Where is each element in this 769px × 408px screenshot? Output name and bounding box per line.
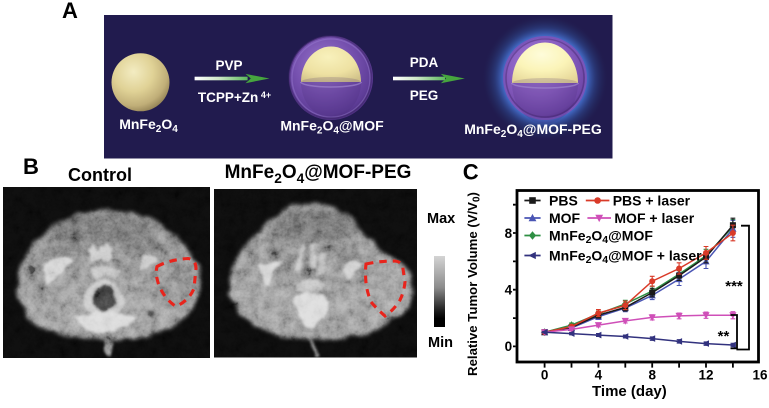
svg-text:MnFe2O4@MOF + laser: MnFe2O4@MOF + laser — [549, 247, 702, 266]
svg-text:PVP: PVP — [215, 58, 242, 73]
svg-text:0: 0 — [541, 368, 549, 383]
svg-text:MOF: MOF — [549, 210, 581, 226]
svg-text:MOF + laser: MOF + laser — [614, 210, 694, 226]
svg-text:MnFe2O4@MOF: MnFe2O4@MOF — [549, 227, 653, 246]
svg-text:4: 4 — [505, 283, 513, 298]
svg-text:12: 12 — [698, 368, 713, 383]
svg-text:PBS + laser: PBS + laser — [613, 192, 691, 208]
svg-text:***: *** — [725, 278, 743, 295]
svg-text:**: ** — [718, 328, 730, 345]
svg-text:8: 8 — [505, 226, 513, 241]
svg-text:PEG: PEG — [410, 88, 439, 103]
svg-text:Relative Tumor Volume (V/V0): Relative Tumor Volume (V/V0) — [465, 192, 483, 376]
svg-text:MnFe2O4: MnFe2O4 — [119, 116, 178, 135]
svg-text:MnFe2O4@MOF-PEG: MnFe2O4@MOF-PEG — [464, 121, 602, 140]
svg-text:C: C — [463, 160, 479, 184]
svg-text:PBS: PBS — [549, 192, 578, 208]
svg-text:16: 16 — [752, 368, 768, 383]
svg-text:TCPP+Zn 4+: TCPP+Zn 4+ — [198, 90, 271, 105]
svg-text:8: 8 — [648, 368, 656, 383]
svg-text:0: 0 — [505, 339, 513, 354]
svg-text:4: 4 — [595, 368, 603, 383]
svg-text:Time (day): Time (day) — [592, 383, 667, 400]
svg-text:MnFe2O4@MOF: MnFe2O4@MOF — [280, 118, 384, 137]
svg-text:PDA: PDA — [410, 55, 439, 70]
